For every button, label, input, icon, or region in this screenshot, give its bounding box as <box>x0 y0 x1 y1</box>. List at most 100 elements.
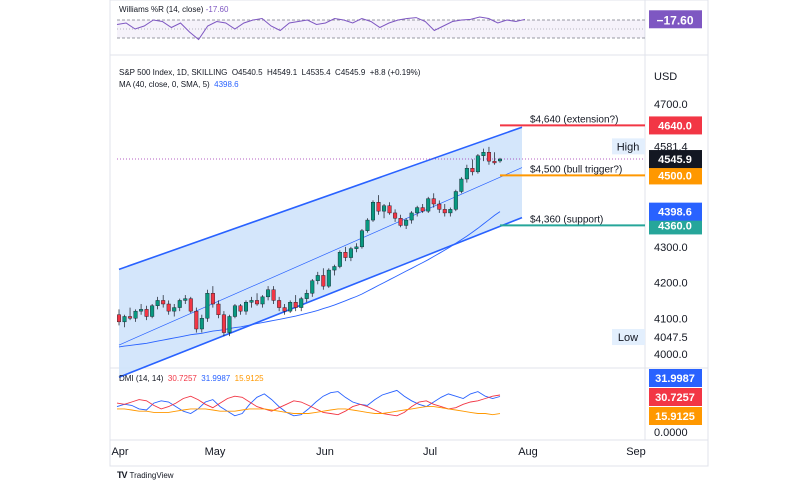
support-level-label: $4,360 (support) <box>530 214 603 225</box>
time-axis-label-apr: Apr <box>111 446 128 458</box>
candle-body <box>459 178 464 192</box>
dmi-adx-value: 15.9125 <box>234 374 264 383</box>
high-tag <box>612 138 645 155</box>
tradingview-label: TradingView <box>129 470 174 480</box>
high-value: 4549.1 <box>272 68 298 77</box>
candle-body <box>221 314 226 333</box>
candle-body <box>310 280 315 294</box>
high-label: H <box>266 68 273 77</box>
candle-body <box>398 218 403 226</box>
low-label: L <box>301 68 307 77</box>
tradingview-brand[interactable]: TV TradingView <box>117 470 174 480</box>
candle-body <box>492 160 497 164</box>
candle-body <box>161 300 166 305</box>
low-label: Low <box>618 332 638 344</box>
williams-badge <box>649 10 702 29</box>
candle-body <box>155 300 160 306</box>
dmi-adx-badge-text: 15.9125 <box>655 411 695 423</box>
bull-trigger-badge <box>649 166 702 185</box>
williams-legend: Williams %R (14, close) -17.60 <box>119 5 228 14</box>
y-tick-label: 4100.0 <box>654 313 688 325</box>
currency-label: USD <box>654 71 677 83</box>
y-tick-label: 4000.0 <box>654 349 688 361</box>
price-legend: S&P 500 Index, 1D, SKILLING O4540.5 H454… <box>119 68 420 77</box>
candle-body <box>194 310 199 330</box>
candle-body <box>177 300 182 308</box>
candle-body <box>415 207 420 214</box>
candle-body <box>128 316 133 319</box>
low-tag <box>612 329 645 346</box>
time-axis-label-sep: Sep <box>626 446 646 458</box>
y-tick-label: 4700.0 <box>654 99 688 111</box>
low-value: 4047.5 <box>654 332 688 344</box>
low-value: 4535.4 <box>306 68 331 77</box>
high-label: High <box>617 141 640 153</box>
candle-body <box>243 302 248 312</box>
close-value: 4545.9 <box>340 68 366 77</box>
candle-body <box>475 155 480 173</box>
williams-value: -17.60 <box>205 5 229 14</box>
candle-body <box>133 310 138 319</box>
candle-body <box>393 212 398 219</box>
candle-body <box>299 298 304 308</box>
current-price-badge <box>649 150 702 169</box>
change-value: +8.8 (+0.19%) <box>369 68 421 77</box>
candle-body <box>404 219 409 226</box>
ma-badge-text: 4398.6 <box>658 207 692 219</box>
support-badge <box>649 216 702 235</box>
candle-body <box>409 212 414 221</box>
candle-body <box>277 300 282 308</box>
time-axis-label-jun: Jun <box>316 446 334 458</box>
candle-body <box>376 202 381 212</box>
ma-line <box>118 211 501 348</box>
candle-body <box>249 300 254 303</box>
candle-body <box>431 198 436 205</box>
dmi-plus-line <box>116 389 501 417</box>
williams-line <box>116 16 526 41</box>
candle-body <box>139 309 144 312</box>
dmi-minus-badge <box>649 388 702 406</box>
tradingview-logo-icon: TV <box>117 470 127 480</box>
ma-badge <box>649 202 702 221</box>
candle-body <box>470 168 475 173</box>
candle-body <box>448 209 453 214</box>
dmi-label: DMI (14, 14) <box>119 374 164 383</box>
candle-body <box>343 252 348 258</box>
candle-body <box>232 305 237 317</box>
candle-body <box>365 219 370 231</box>
candle-body <box>183 298 188 301</box>
candle-body <box>486 152 491 162</box>
extension-level-label: $4,640 (extension?) <box>530 114 618 125</box>
candle-body <box>188 298 193 312</box>
candle-body <box>464 168 469 180</box>
channel-upper-line <box>118 126 523 271</box>
candle-body <box>382 205 387 212</box>
candle-body <box>199 318 204 330</box>
candle-body <box>453 191 458 210</box>
time-axis-label-may: May <box>205 446 226 458</box>
candle-body <box>315 275 320 281</box>
dmi-plus-badge-text: 31.9987 <box>655 373 695 385</box>
candle-body <box>387 205 392 214</box>
y-tick-label: 4200.0 <box>654 278 688 290</box>
candle-body <box>481 152 486 156</box>
dmi-adx-badge <box>649 407 702 425</box>
candle-body <box>354 246 359 249</box>
bull-trigger-badge-text: 4500.0 <box>658 170 692 182</box>
candle-body <box>216 303 221 315</box>
candle-body <box>172 307 177 312</box>
candle-body <box>238 305 243 312</box>
candle-body <box>282 307 287 312</box>
candle-body <box>437 203 442 210</box>
current-price-badge-text: 4545.9 <box>658 154 692 166</box>
candle-body <box>205 293 210 319</box>
candle-body <box>359 230 364 248</box>
candle-body <box>348 248 353 258</box>
time-axis-label-aug: Aug <box>518 446 538 458</box>
candle-body <box>420 207 425 212</box>
candle-body <box>255 300 260 305</box>
dmi-zero-tick: 0.0000 <box>654 427 688 439</box>
support-badge-text: 4360.0 <box>658 220 692 232</box>
